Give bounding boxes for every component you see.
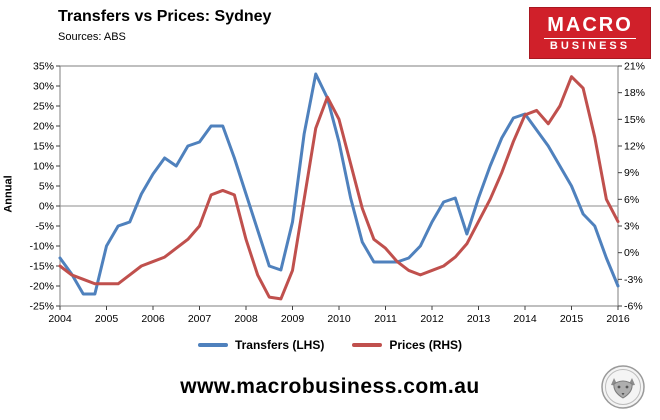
header: Transfers vs Prices: Sydney Sources: ABS…: [0, 0, 660, 59]
wolf-logo: [601, 365, 645, 409]
svg-text:2010: 2010: [327, 313, 351, 325]
svg-text:-6%: -6%: [624, 301, 643, 313]
svg-text:-3%: -3%: [624, 274, 643, 286]
logo-divider: [544, 38, 636, 39]
page-title: Transfers vs Prices: Sydney: [58, 8, 272, 25]
svg-text:-15%: -15%: [29, 261, 54, 273]
chart-canvas: 35% 30% 25% 20% 15% 10% 5% 0% -5% -10% -15% -20% -25…: [29, 61, 645, 326]
svg-text:-10%: -10%: [29, 241, 54, 253]
svg-text:30%: 30%: [33, 81, 54, 93]
svg-text:2015: 2015: [560, 313, 584, 325]
svg-text:21%: 21%: [624, 61, 645, 73]
svg-text:0%: 0%: [39, 201, 54, 213]
svg-text:0%: 0%: [624, 247, 639, 259]
svg-text:6%: 6%: [624, 194, 639, 206]
chart-area: Annual 35% 30% 25% 20% 15% 10% 5% 0% -5% -10% -15%…: [0, 58, 660, 330]
svg-text:3%: 3%: [624, 221, 639, 233]
transfers-line-swatch: [197, 343, 228, 347]
svg-text:2006: 2006: [141, 313, 165, 325]
svg-text:10%: 10%: [33, 161, 54, 173]
sources-note: Sources: ABS: [58, 30, 126, 43]
svg-text:2009: 2009: [281, 313, 305, 325]
legend-label-prices: Prices (RHS): [389, 338, 463, 352]
header-text: Transfers vs Prices: Sydney Sources: ABS: [58, 8, 271, 43]
prices-line-swatch: [352, 343, 383, 347]
logo-text-business: BUSINESS: [549, 40, 631, 52]
left-axis-title-wrap: Annual: [0, 58, 18, 330]
svg-text:2005: 2005: [95, 313, 119, 325]
svg-text:2012: 2012: [420, 313, 444, 325]
svg-text:-25%: -25%: [29, 301, 54, 313]
svg-text:15%: 15%: [624, 114, 645, 126]
svg-text:9%: 9%: [624, 167, 639, 179]
svg-text:5%: 5%: [39, 181, 54, 193]
svg-text:2004: 2004: [48, 313, 72, 325]
footer: www.macrobusiness.com.au: [0, 358, 660, 416]
svg-text:2013: 2013: [467, 313, 491, 325]
website-url: www.macrobusiness.com.au: [180, 375, 480, 398]
left-axis-title: Annual: [3, 175, 15, 213]
svg-text:25%: 25%: [33, 101, 54, 113]
svg-text:-5%: -5%: [35, 221, 54, 233]
svg-text:2014: 2014: [513, 313, 537, 325]
legend-label-transfers: Transfers (LHS): [234, 338, 325, 352]
svg-text:2016: 2016: [606, 313, 630, 325]
logo-text-macro: MACRO: [547, 14, 633, 36]
legend-item-transfers: Transfers (LHS): [197, 338, 325, 352]
svg-text:-20%: -20%: [29, 281, 54, 293]
svg-text:20%: 20%: [33, 121, 54, 133]
svg-text:18%: 18%: [624, 87, 645, 99]
chart-legend: Transfers (LHS) Prices (RHS): [0, 332, 660, 358]
svg-text:2011: 2011: [374, 313, 397, 325]
svg-text:2007: 2007: [188, 313, 212, 325]
svg-text:15%: 15%: [33, 141, 54, 153]
legend-item-prices: Prices (RHS): [352, 338, 462, 352]
svg-text:35%: 35%: [33, 61, 54, 73]
svg-text:2008: 2008: [234, 313, 258, 325]
macrobusiness-logo: MACRO BUSINESS: [529, 7, 651, 59]
svg-text:12%: 12%: [624, 141, 645, 153]
